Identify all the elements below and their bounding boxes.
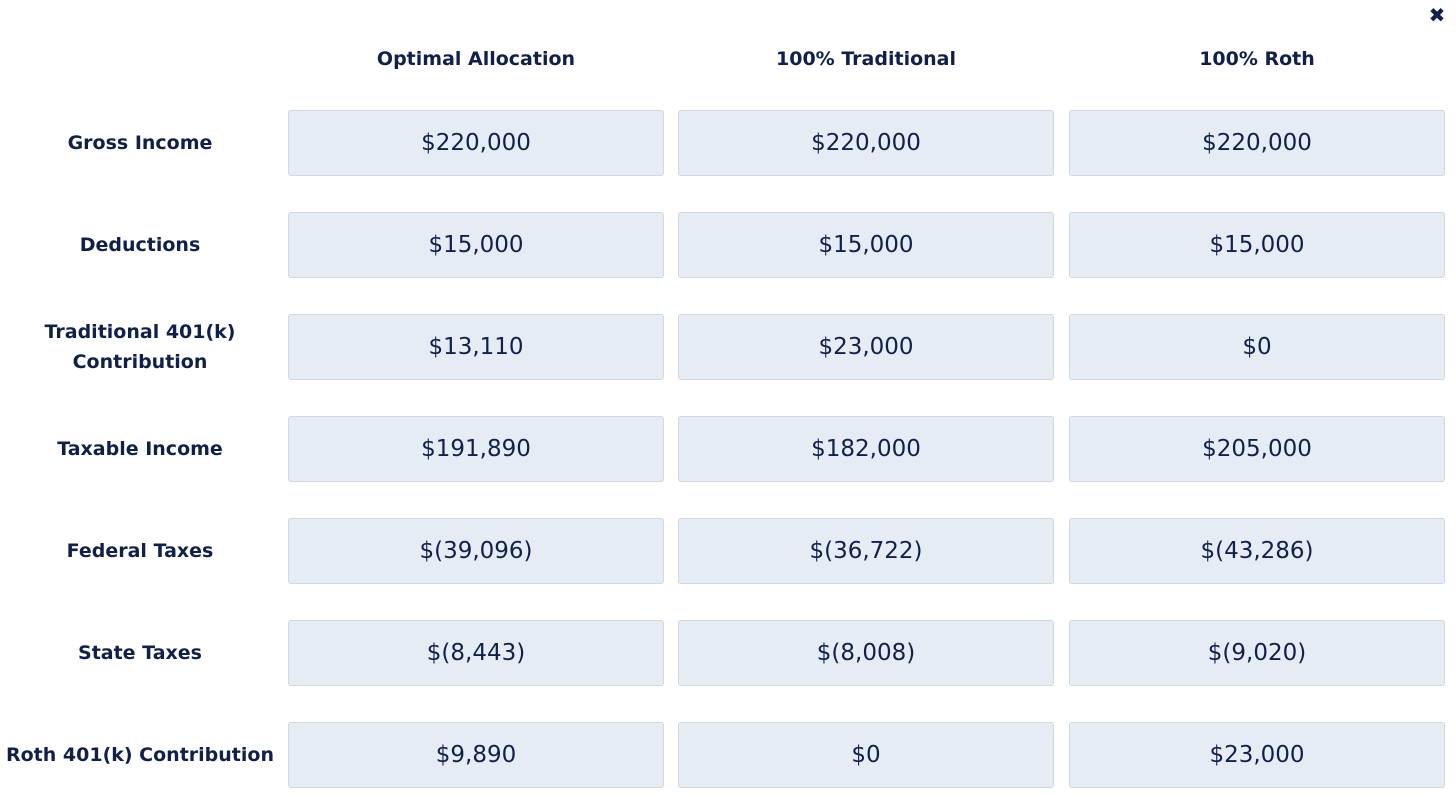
row-label: Federal Taxes [66,540,214,562]
row-label: Roth 401(k) Contribution [6,744,274,766]
column-header-roth: 100% Roth [1199,48,1315,70]
value-cell: $(9,020) [1069,620,1445,686]
value-cell: $(36,722) [678,518,1054,584]
row-label: Deductions [79,234,201,256]
value-cell: $220,000 [678,110,1054,176]
table-row: Federal Taxes $(39,096) $(36,722) $(43,286) [0,518,1456,584]
value-cell: $182,000 [678,416,1054,482]
value-cell: $13,110 [288,314,664,380]
row-label: Traditional 401(k) Contribution [44,321,236,373]
close-icon[interactable]: ✖ [1428,3,1446,27]
value-cell: $23,000 [678,314,1054,380]
row-label: State Taxes [78,642,202,664]
value-cell: $205,000 [1069,416,1445,482]
value-cell: $23,000 [1069,722,1445,788]
table-row: Deductions $15,000 $15,000 $15,000 [0,212,1456,278]
value-cell: $9,890 [288,722,664,788]
value-cell: $(39,096) [288,518,664,584]
table-row: Gross Income $220,000 $220,000 $220,000 [0,110,1456,176]
column-header-optimal: Optimal Allocation [376,48,576,70]
table-row: State Taxes $(8,443) $(8,008) $(9,020) [0,620,1456,686]
value-cell: $(8,443) [288,620,664,686]
column-header-traditional: 100% Traditional [776,48,956,70]
table-row: Traditional 401(k) Contribution $13,110 $2… [0,314,1456,380]
value-cell: $15,000 [1069,212,1445,278]
table-row: Taxable Income $191,890 $182,000 $205,000 [0,416,1456,482]
table-row: Roth 401(k) Contribution $9,890 $0 $23,000 [0,722,1456,788]
value-cell: $15,000 [678,212,1054,278]
value-cell: $220,000 [1069,110,1445,176]
value-cell: $191,890 [288,416,664,482]
row-label: Gross Income [67,132,213,154]
value-cell: $(8,008) [678,620,1054,686]
value-cell: $0 [678,722,1054,788]
value-cell: $0 [1069,314,1445,380]
row-label: Taxable Income [57,438,223,460]
value-cell: $(43,286) [1069,518,1445,584]
value-cell: $15,000 [288,212,664,278]
value-cell: $220,000 [288,110,664,176]
